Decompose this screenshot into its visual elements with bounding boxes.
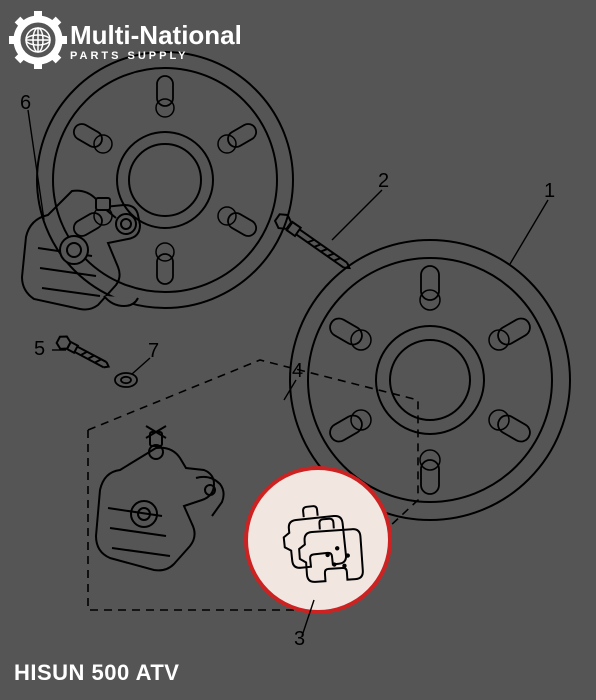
diagram-stage: Multi-National PARTS SUPPLY 1 2 3 4 5 6 … <box>0 0 596 700</box>
washer <box>115 373 137 387</box>
caliper-lower <box>96 426 224 570</box>
highlight-circle <box>246 468 390 612</box>
bolt-long <box>273 211 354 275</box>
callout-2: 2 <box>378 170 389 193</box>
assembly-left <box>22 52 293 310</box>
logo-icon <box>9 11 67 69</box>
callout-5: 5 <box>34 338 45 361</box>
brand-name: Multi-National <box>70 22 242 48</box>
diagram-svg <box>0 0 596 700</box>
callout-7: 7 <box>148 340 159 363</box>
brand-block: Multi-National PARTS SUPPLY <box>70 22 242 62</box>
callout-3: 3 <box>294 628 305 651</box>
callout-1: 1 <box>544 180 555 203</box>
bolt-short <box>55 334 112 373</box>
page-title: HISUN 500 ATV <box>14 660 179 686</box>
brand-sub: PARTS SUPPLY <box>70 50 242 62</box>
callout-6: 6 <box>20 92 31 115</box>
rotor-left <box>37 52 293 308</box>
callout-4: 4 <box>292 360 303 383</box>
